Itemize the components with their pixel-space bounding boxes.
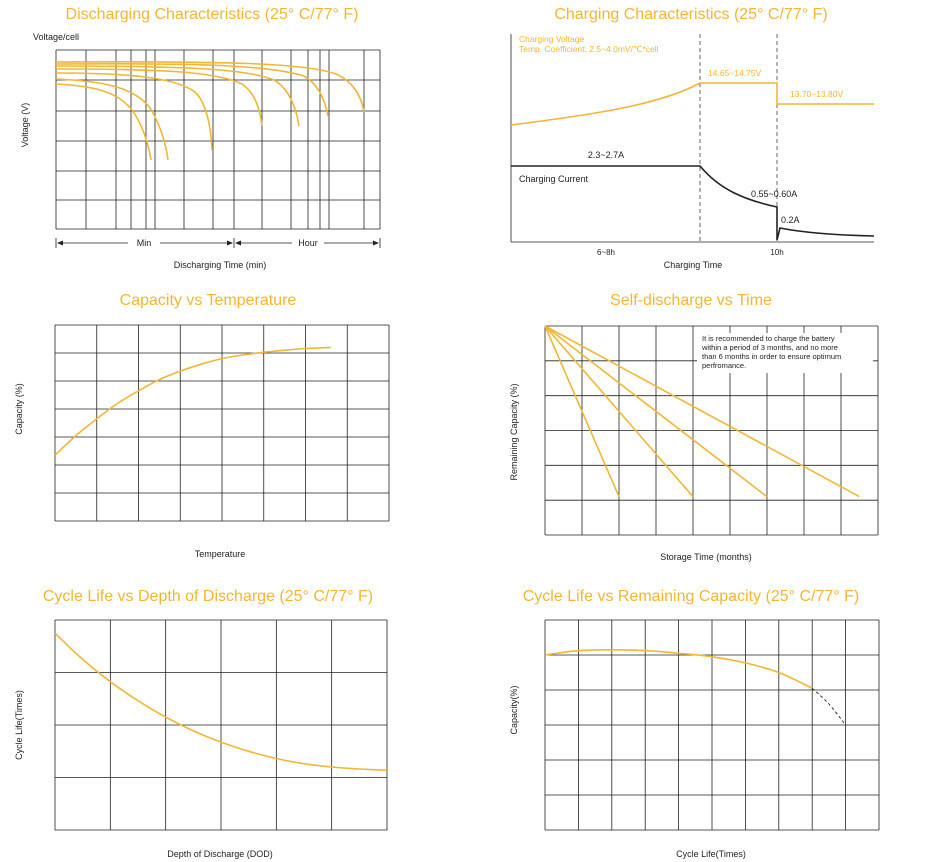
note-line-4: perfromance. bbox=[702, 361, 746, 370]
cycle-capacity-chart: Cycle Life vs Remaining Capacity (25° C/… bbox=[509, 588, 880, 859]
cycle-capacity-curve bbox=[544, 648, 813, 690]
current-stage2-label: 0.55~0.60A bbox=[751, 189, 797, 199]
discharge-ylabel: Voltage (V) bbox=[20, 103, 30, 148]
cycle-capacity-ylabel: Capacity(%) bbox=[509, 685, 519, 734]
discharge-curve-3C bbox=[55, 83, 152, 161]
voltage-stage3-label: 13.70~13.80V bbox=[790, 89, 844, 99]
current-stage1-label: 2.3~2.7A bbox=[588, 150, 624, 160]
range-min-label: Min bbox=[137, 238, 152, 248]
cycle-dod-curve bbox=[54, 632, 388, 772]
discharge-curves bbox=[55, 60, 365, 161]
self-discharge-xlabel: Storage Time (months) bbox=[660, 552, 752, 562]
self-discharge-chart: Self-discharge vs Time Remaining Capacit… bbox=[509, 292, 879, 562]
charging-voltage-legend: Charging Voltage bbox=[519, 34, 584, 44]
charging-voltage-line bbox=[510, 82, 874, 126]
discharge-chart: Discharging Characteristics (25° C/77° F… bbox=[20, 6, 381, 270]
self-discharge-line bbox=[544, 325, 694, 498]
discharge-curve-0.1C bbox=[55, 62, 329, 117]
charging-xlabel: Charging Time bbox=[664, 260, 723, 270]
self-discharge-line bbox=[544, 325, 620, 498]
charging-title: Charging Characteristics (25° C/77° F) bbox=[554, 6, 827, 23]
charging-xtick-1: 6~8h bbox=[597, 248, 615, 257]
discharge-curve-0.4C bbox=[55, 68, 263, 127]
self-discharge-lines bbox=[544, 325, 860, 498]
cycle-dod-ylabel: Cycle Life(Times) bbox=[14, 690, 24, 760]
range-hour-label: Hour bbox=[298, 238, 318, 248]
cycle-dod-xlabel: Depth of Discharge (DOD) bbox=[167, 849, 273, 859]
cycle-dod-chart: Cycle Life vs Depth of Discharge (25° C/… bbox=[14, 588, 388, 859]
discharge-curve-2C bbox=[55, 78, 169, 161]
self-discharge-line bbox=[544, 325, 768, 498]
discharge-range-arrows: Min Hour bbox=[55, 238, 381, 248]
discharge-title: Discharging Characteristics (25° C/77° F… bbox=[66, 6, 359, 23]
self-discharge-ylabel: Remaining Capacity (%) bbox=[509, 383, 519, 480]
capacity-temperature-xlabel: Temperature bbox=[195, 549, 246, 559]
charging-current-label: Charging Current bbox=[519, 174, 589, 184]
charging-coeff-legend: Temp. Coefficient: 2.5~4.0mV/℃*cell bbox=[519, 44, 659, 54]
cycle-dod-title: Cycle Life vs Depth of Discharge (25° C/… bbox=[43, 588, 373, 605]
cycle-capacity-projection bbox=[811, 687, 846, 726]
discharge-curve-0.05C bbox=[55, 60, 365, 113]
charging-current-line bbox=[511, 165, 875, 241]
discharge-xlabel: Discharging Time (min) bbox=[174, 260, 267, 270]
cycle-capacity-grid bbox=[544, 619, 880, 831]
note-line-3: than 6 months in order to ensure optimum bbox=[702, 352, 841, 361]
note-line-2: within a period of 3 months, and no more bbox=[701, 343, 838, 352]
cycle-dod-grid bbox=[54, 619, 388, 831]
capacity-temperature-grid bbox=[54, 324, 390, 522]
capacity-temperature-curve bbox=[54, 346, 331, 456]
voltage-stage2-label: 14.65~14.75V bbox=[708, 68, 762, 78]
cycle-capacity-title: Cycle Life vs Remaining Capacity (25° C/… bbox=[523, 588, 859, 605]
cycle-capacity-xlabel: Cycle Life(Times) bbox=[676, 849, 746, 859]
discharge-ylabel-top: Voltage/cell bbox=[33, 32, 79, 42]
discharge-curve-0.2C bbox=[55, 65, 300, 127]
note-line-1: It is recommended to charge the battery bbox=[702, 334, 835, 343]
self-discharge-line bbox=[544, 325, 860, 498]
discharge-grid bbox=[55, 49, 381, 230]
discharge-curve-1C bbox=[55, 72, 213, 151]
charging-xtick-2: 10h bbox=[770, 248, 783, 257]
charging-chart: Charging Characteristics (25° C/77° F) C… bbox=[510, 6, 875, 270]
capacity-temperature-chart: Capacity vs Temperature Capacity (%) Tem… bbox=[14, 292, 390, 559]
self-discharge-title: Self-discharge vs Time bbox=[610, 292, 772, 309]
capacity-temperature-ylabel: Capacity (%) bbox=[14, 383, 24, 435]
current-stage3-label: 0.2A bbox=[781, 215, 800, 225]
capacity-temperature-title: Capacity vs Temperature bbox=[120, 292, 297, 309]
note-background bbox=[697, 333, 873, 373]
